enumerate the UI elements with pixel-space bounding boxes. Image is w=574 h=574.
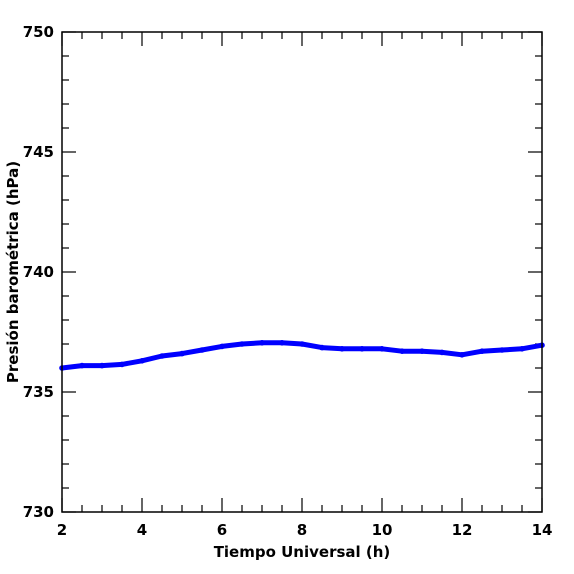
data-point <box>79 362 85 369</box>
data-point <box>219 343 225 350</box>
x-tick-label: 2 <box>57 521 67 539</box>
data-point <box>419 348 425 355</box>
data-point <box>199 347 205 353</box>
x-tick-label: 10 <box>372 521 393 539</box>
y-tick-label: 735 <box>23 383 54 401</box>
plot-frame <box>61 31 543 513</box>
y-tick-label: 745 <box>23 143 54 161</box>
x-axis-title: Tiempo Universal (h) <box>214 543 391 561</box>
data-point <box>139 358 145 364</box>
data-point <box>179 350 185 357</box>
x-tick-label: 14 <box>532 521 553 539</box>
data-point <box>119 361 125 368</box>
data-point <box>299 341 305 347</box>
data-point <box>479 348 485 355</box>
axis-ticks <box>61 31 543 513</box>
data-point <box>99 362 105 369</box>
x-tick-label: 8 <box>297 521 307 539</box>
y-axis-title: Presión barométrica (hPa) <box>4 161 22 383</box>
y-tick-label: 730 <box>23 503 54 521</box>
data-point <box>499 347 505 353</box>
x-tick-label: 4 <box>137 521 147 539</box>
data-point <box>459 352 465 358</box>
data-point <box>359 346 365 352</box>
data-point <box>439 349 445 356</box>
data-point <box>279 340 285 346</box>
data-point <box>259 340 265 346</box>
data-point <box>339 346 345 352</box>
x-tick-label: 12 <box>452 521 473 539</box>
data-point <box>159 353 165 359</box>
y-tick-label: 740 <box>23 263 54 281</box>
data-point <box>399 348 405 355</box>
data-point <box>239 341 245 347</box>
x-tick-label: 6 <box>217 521 227 539</box>
data-point <box>379 346 385 352</box>
data-point <box>519 346 525 352</box>
series-layer <box>59 340 545 371</box>
data-point <box>319 344 325 351</box>
y-tick-label: 750 <box>23 23 54 41</box>
